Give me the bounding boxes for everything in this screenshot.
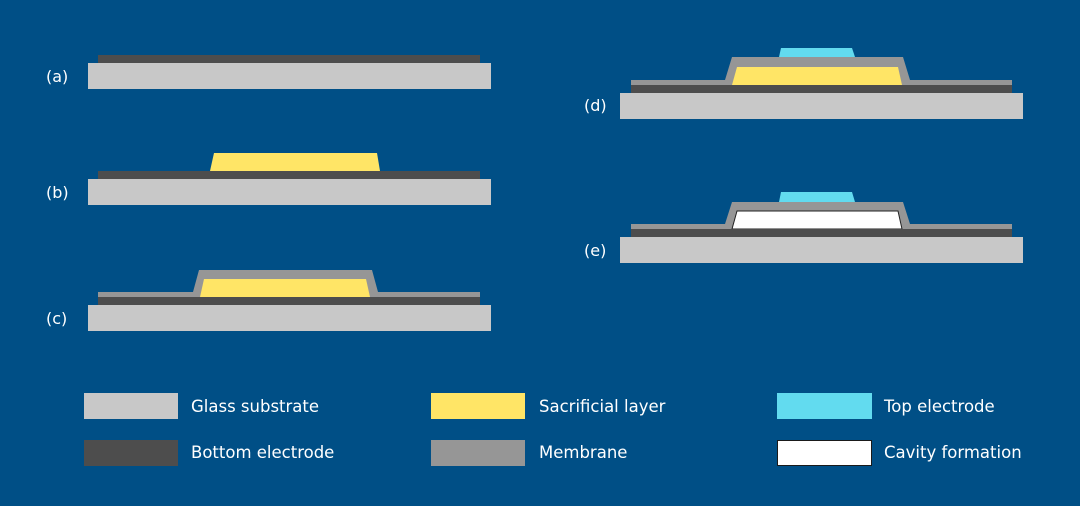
legend-swatch — [777, 393, 872, 419]
step-c: (c) — [46, 270, 491, 331]
legend-item-cavity-formation: Cavity formation — [777, 440, 1022, 466]
glass-substrate — [88, 63, 491, 89]
bottom-electrode — [98, 297, 480, 305]
step-label: (c) — [46, 309, 67, 328]
legend-item-sacrificial-layer: Sacrificial layer — [431, 393, 666, 419]
legend-item-bottom-electrode: Bottom electrode — [84, 440, 334, 466]
top-electrode — [779, 192, 855, 202]
bottom-electrode — [631, 229, 1012, 237]
legend-item-glass-substrate: Glass substrate — [84, 393, 319, 419]
step-e: (e) — [584, 192, 1023, 263]
glass-substrate — [88, 179, 491, 205]
glass-substrate — [620, 237, 1023, 263]
step-d: (d) — [584, 48, 1023, 119]
sacrificial-layer — [200, 279, 370, 297]
bottom-electrode — [631, 85, 1012, 93]
step-label: (b) — [46, 183, 69, 202]
sacrificial-layer — [732, 67, 902, 85]
legend-item-top-electrode: Top electrode — [777, 393, 995, 419]
step-label: (e) — [584, 241, 606, 260]
legend-swatch — [84, 393, 178, 419]
legend-swatch — [431, 440, 525, 466]
legend-swatch — [431, 393, 525, 419]
step-b: (b) — [46, 153, 491, 205]
legend-label: Membrane — [539, 443, 627, 462]
top-electrode — [779, 48, 855, 57]
sacrificial-layer — [210, 153, 380, 171]
legend-label: Bottom electrode — [191, 443, 334, 462]
step-a: (a) — [46, 55, 491, 89]
glass-substrate — [88, 305, 491, 331]
legend-label: Sacrificial layer — [539, 397, 666, 416]
legend: Glass substrate Sacrificial layer Top el… — [84, 393, 1022, 466]
glass-substrate — [620, 93, 1023, 119]
legend-swatch — [777, 440, 872, 466]
cavity — [731, 210, 903, 230]
bottom-electrode — [98, 55, 480, 63]
legend-item-membrane: Membrane — [431, 440, 627, 466]
legend-label: Glass substrate — [191, 397, 319, 416]
step-label: (a) — [46, 67, 68, 86]
legend-label: Top electrode — [883, 397, 995, 416]
bottom-electrode — [98, 171, 480, 179]
legend-label: Cavity formation — [884, 443, 1022, 462]
legend-swatch — [84, 440, 178, 466]
step-label: (d) — [584, 96, 607, 115]
